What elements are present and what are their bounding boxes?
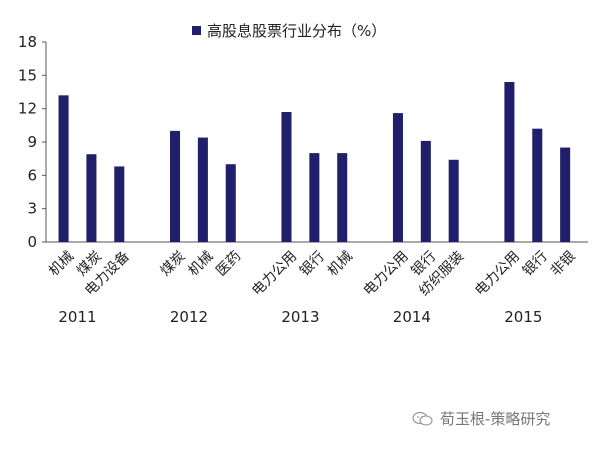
x-category-label: 机械 <box>325 248 356 279</box>
x-category-label: 煤炭 <box>158 248 189 279</box>
wechat-icon <box>412 411 433 426</box>
y-tick-label: 0 <box>27 233 37 251</box>
x-year-label: 2015 <box>504 308 542 326</box>
bar <box>170 130 181 242</box>
legend: 高股息股票行业分布（%） <box>192 20 386 41</box>
bar <box>420 140 431 242</box>
x-category-label: 医药 <box>213 248 244 279</box>
x-category-label: 电力公用 <box>472 248 523 299</box>
y-tick-label: 9 <box>27 133 37 151</box>
y-tick-label: 15 <box>18 66 37 84</box>
x-category-label: 银行 <box>520 248 551 279</box>
x-category-label: 机械 <box>185 248 216 279</box>
bar <box>225 164 236 242</box>
bar <box>560 147 571 242</box>
x-year-label: 2011 <box>58 308 96 326</box>
bar <box>392 113 403 242</box>
y-tick-label: 12 <box>18 100 37 118</box>
x-year-label: 2012 <box>170 308 208 326</box>
x-category-label: 非银 <box>548 248 579 279</box>
x-category-label: 电力公用 <box>249 248 300 299</box>
watermark-text: 荀玉根-策略研究 <box>440 410 551 428</box>
x-year-label: 2014 <box>393 308 431 326</box>
bar <box>58 95 69 242</box>
legend-label: 高股息股票行业分布（%） <box>207 22 387 40</box>
x-year-label: 2013 <box>281 308 319 326</box>
bar <box>281 112 292 242</box>
y-tick-label: 3 <box>27 200 37 218</box>
x-category-label: 银行 <box>297 248 328 279</box>
bar <box>448 159 459 242</box>
y-tick-label: 18 <box>18 33 37 51</box>
watermark: 荀玉根-策略研究 <box>412 408 550 429</box>
bar <box>114 166 125 242</box>
bar <box>309 153 320 242</box>
bar <box>86 154 97 242</box>
bar <box>197 137 208 242</box>
bar <box>337 153 348 242</box>
bar <box>532 128 543 242</box>
legend-swatch <box>192 26 201 35</box>
x-category-label: 电力公用 <box>361 248 412 299</box>
y-tick-label: 6 <box>27 166 37 184</box>
x-category-label: 机械 <box>46 248 77 279</box>
bar <box>504 82 515 242</box>
